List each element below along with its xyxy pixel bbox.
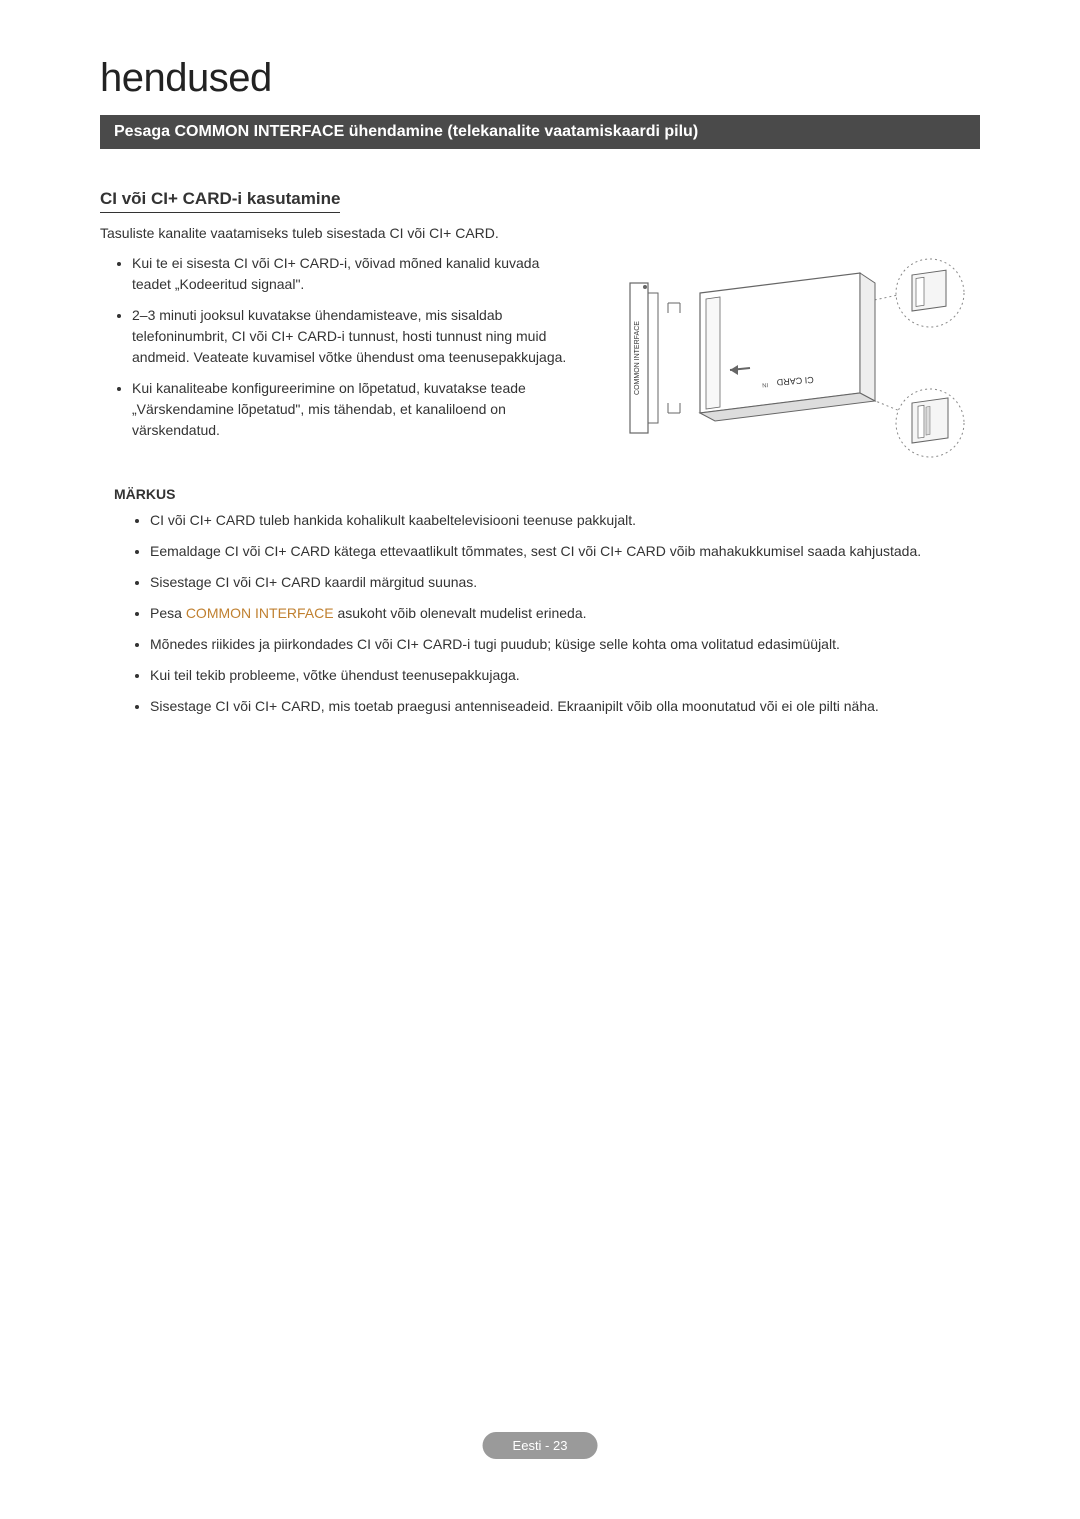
list-item: Sisestage CI või CI+ CARD kaardil märgit… <box>150 572 980 593</box>
ci-card-diagram: COMMON INTERFACE CI CARD <box>600 253 980 478</box>
slot-label: COMMON INTERFACE <box>634 321 641 395</box>
list-item: Kui kanaliteabe konfigureerimine on lõpe… <box>132 378 580 441</box>
notes-list: CI või CI+ CARD tuleb hankida kohalikult… <box>100 510 980 717</box>
notes-heading: MÄRKUS <box>114 486 980 502</box>
section-banner: Pesaga COMMON INTERFACE ühendamine (tele… <box>100 115 980 149</box>
primary-list: Kui te ei sisesta CI või CI+ CARD-i, või… <box>100 253 580 451</box>
intro-text: Tasuliste kanalite vaatamiseks tuleb sis… <box>100 225 980 241</box>
page-footer: Eesti - 23 <box>483 1432 598 1459</box>
list-item: Sisestage CI või CI+ CARD, mis toetab pr… <box>150 696 980 717</box>
list-item: CI või CI+ CARD tuleb hankida kohalikult… <box>150 510 980 531</box>
list-item: 2–3 minuti jooksul kuvatakse ühendamiste… <box>132 305 580 368</box>
list-item: Kui teil tekib probleeme, võtke ühendust… <box>150 665 980 686</box>
list-item: Kui te ei sisesta CI või CI+ CARD-i, või… <box>132 253 580 295</box>
list-item: Eemaldage CI või CI+ CARD kätega ettevaa… <box>150 541 980 562</box>
svg-text:IN: IN <box>762 381 768 387</box>
subheading: CI või CI+ CARD-i kasutamine <box>100 189 340 213</box>
page-title: hendused <box>100 56 980 101</box>
list-item: Pesa COMMON INTERFACE asukoht võib olene… <box>150 603 980 624</box>
list-item: Mõnedes riikides ja piirkondades CI või … <box>150 634 980 655</box>
